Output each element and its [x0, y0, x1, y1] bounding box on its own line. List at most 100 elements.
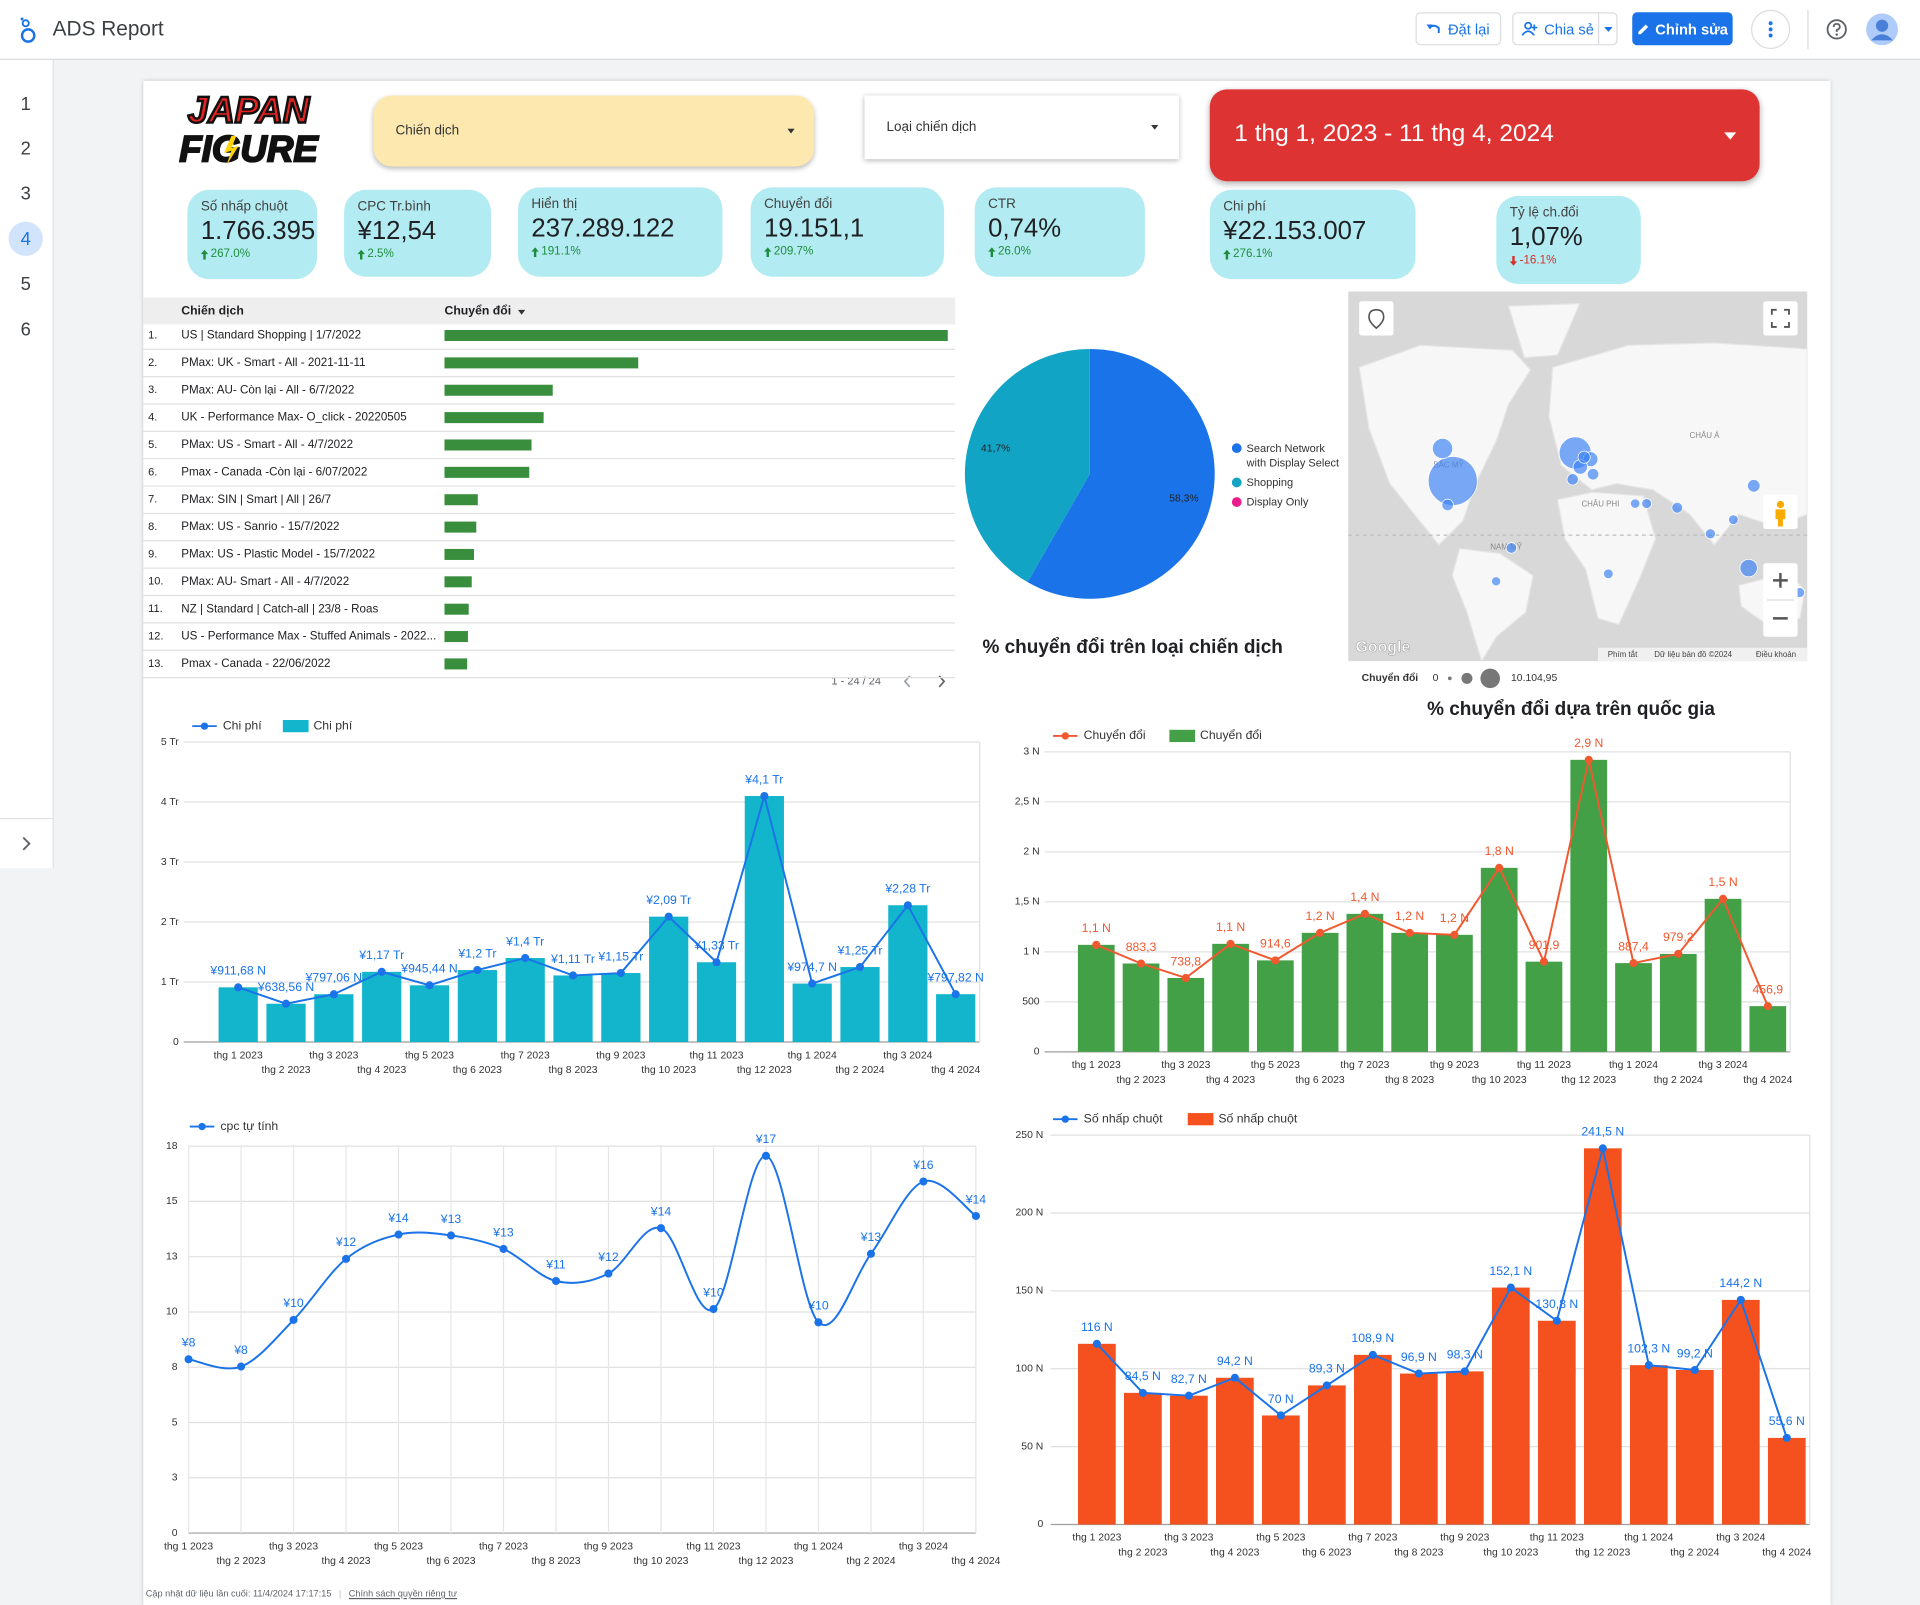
reset-icon — [1427, 23, 1441, 33]
row-rank: 1. — [148, 329, 157, 341]
help-button[interactable] — [1826, 18, 1848, 40]
campaign-name: Pmax - Canada - 22/06/2022 — [181, 657, 330, 670]
bar — [1491, 1287, 1530, 1525]
page-link[interactable]: 3 — [20, 183, 31, 205]
point — [1226, 939, 1235, 948]
slice-label: 58,3% — [1169, 494, 1198, 505]
bubble — [1739, 558, 1758, 578]
expand-button[interactable] — [21, 836, 33, 851]
point — [1584, 755, 1593, 764]
x-tick-label: thg 7 2023 — [1340, 1060, 1389, 1071]
bar — [1353, 1354, 1392, 1525]
value-label: 2,9 N — [1574, 736, 1603, 750]
bar — [266, 1003, 306, 1043]
point — [281, 999, 291, 1008]
page-link[interactable]: 5 — [20, 273, 31, 295]
point — [1506, 1283, 1515, 1292]
scorecard-change: 209.7% — [764, 245, 813, 258]
point — [760, 792, 769, 801]
x-tick-label: thg 5 2023 — [374, 1541, 423, 1552]
value-label: ¥945,44 N — [400, 962, 457, 976]
y-tick-label: 15 — [166, 1196, 178, 1207]
point — [855, 963, 865, 972]
x-tick-label: thg 5 2023 — [1251, 1060, 1300, 1071]
x-tick-label: thg 6 2023 — [426, 1556, 475, 1567]
share-dropdown[interactable] — [1597, 13, 1616, 45]
y-tick-label: 0 — [1034, 1047, 1040, 1058]
bar — [1436, 934, 1473, 1052]
change-value: 209.7% — [773, 244, 814, 259]
map-button[interactable] — [1359, 301, 1394, 336]
bar — [1391, 932, 1429, 1052]
map-attribution: Phím tắt — [1608, 650, 1638, 659]
legend-label: Search Network with Display Select — [1246, 442, 1340, 469]
value-label: ¥10 — [807, 1299, 829, 1313]
page-link[interactable]: 4 — [8, 222, 43, 257]
edit-button[interactable]: Chỉnh sửa — [1632, 12, 1733, 46]
y-tick-label: 3 — [172, 1473, 178, 1484]
x-tick-label: thg 2 2023 — [1118, 1547, 1167, 1558]
separator: | — [338, 1588, 342, 1600]
point — [499, 1244, 508, 1253]
size-legend-dot — [1480, 668, 1501, 689]
page-link[interactable]: 1 — [20, 93, 31, 115]
campaign-filter[interactable]: Chiến dịch — [373, 95, 815, 167]
table-bar — [444, 439, 532, 451]
divider — [0, 817, 53, 820]
bar — [649, 916, 689, 1043]
point — [808, 979, 817, 988]
bar — [1077, 944, 1115, 1052]
point — [1181, 973, 1190, 982]
x-tick-label: thg 4 2023 — [321, 1556, 370, 1567]
bar — [1170, 1395, 1208, 1525]
table-bar — [444, 576, 472, 588]
value-label: 1,5 N — [1708, 875, 1737, 889]
point — [1414, 1369, 1423, 1378]
bar — [1212, 943, 1249, 1052]
x-tick-label: thg 2 2023 — [261, 1065, 310, 1076]
bubble — [1747, 479, 1761, 493]
column-header[interactable]: Chuyển đổi — [444, 304, 512, 319]
share-button[interactable]: Chia sẻ — [1512, 12, 1618, 46]
campaign-name: PMax: UK - Smart - All - 2021-11-11 — [181, 356, 365, 369]
x-tick-label: thg 8 2023 — [1385, 1075, 1434, 1086]
privacy-link[interactable]: Chính sách quyền riêng tư — [348, 1588, 458, 1600]
divider — [1807, 9, 1809, 49]
point — [1368, 1350, 1377, 1359]
date-range-filter[interactable]: 1 thg 1, 2023 - 11 thg 4, 2024 — [1209, 89, 1760, 182]
point — [1460, 1367, 1469, 1376]
trend-arrow — [1223, 249, 1231, 259]
avatar[interactable] — [1866, 13, 1898, 46]
y-tick-label: 50 N — [1021, 1441, 1043, 1452]
reset-button[interactable]: Đặt lại — [1415, 12, 1502, 46]
value-label: 116 N — [1081, 1320, 1113, 1334]
page-link[interactable]: 6 — [20, 318, 31, 340]
page-link[interactable]: 2 — [20, 138, 31, 160]
point — [1552, 1316, 1561, 1325]
value-label: 96,9 N — [1401, 1350, 1437, 1364]
map-button[interactable] — [1763, 301, 1798, 336]
row-rank: 6. — [148, 466, 157, 478]
scorecard-change: 276.1% — [1223, 247, 1273, 261]
point — [919, 1177, 928, 1186]
x-tick-label: thg 1 2024 — [794, 1541, 843, 1552]
value-label: ¥10 — [282, 1296, 304, 1310]
x-tick-label: thg 1 2023 — [214, 1050, 263, 1061]
value-label: ¥13 — [440, 1212, 462, 1226]
point — [1539, 957, 1549, 966]
y-tick-label: 8 — [172, 1362, 178, 1373]
point — [1736, 1295, 1745, 1304]
point — [342, 1254, 351, 1263]
bar — [1615, 963, 1652, 1052]
campaign-type-filter[interactable]: Loại chiến dịch — [864, 95, 1180, 160]
value-label: ¥16 — [912, 1158, 934, 1172]
more-button[interactable] — [1751, 9, 1791, 49]
change-value: 267.0% — [210, 247, 251, 261]
point — [1271, 956, 1280, 965]
legend-label: Số nhấp chuột — [1084, 1111, 1164, 1125]
bar — [1122, 963, 1160, 1052]
point — [237, 1362, 246, 1371]
scorecard-value: 1,07% — [1509, 222, 1583, 252]
bar — [1301, 932, 1339, 1052]
map-label: CHÂU Á — [1689, 431, 1720, 440]
